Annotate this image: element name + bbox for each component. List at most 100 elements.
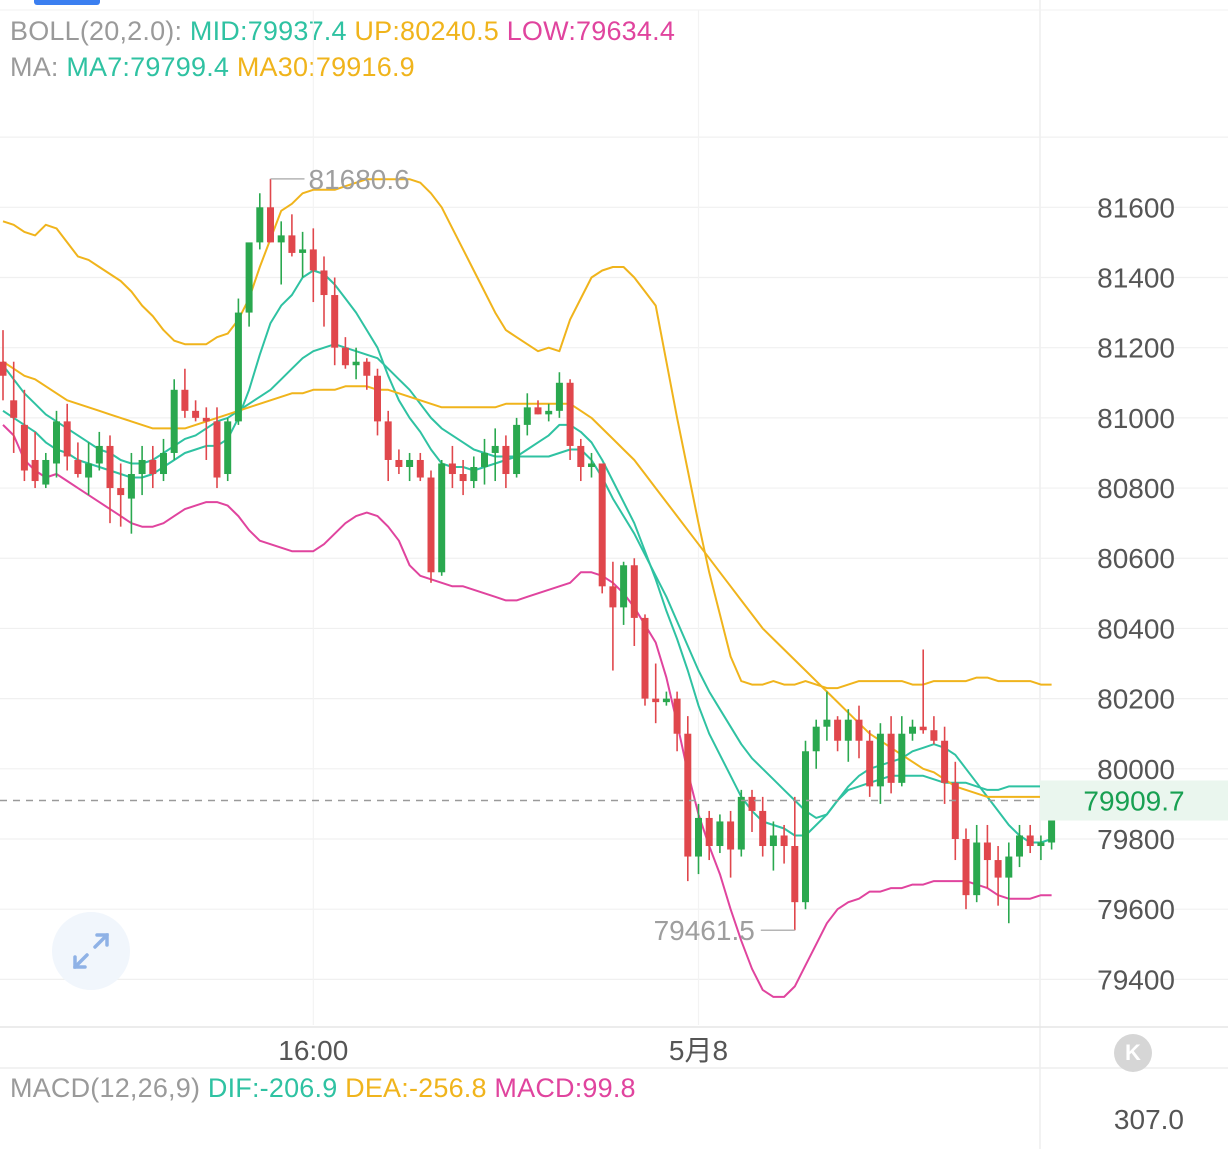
candle-body <box>245 242 253 313</box>
candle-body <box>1026 835 1034 847</box>
candle-body <box>0 361 7 376</box>
candle-body <box>1016 835 1023 857</box>
candle-body <box>213 421 221 478</box>
candle-body <box>1048 800 1056 843</box>
candle-body <box>791 846 799 903</box>
expand-chart-button[interactable] <box>52 912 130 990</box>
candle-body <box>973 842 981 896</box>
candle-body <box>812 726 820 752</box>
candle-body <box>588 463 595 467</box>
y-tick-label: 79600 <box>1097 894 1175 925</box>
candle-body <box>170 389 178 453</box>
candle-body <box>438 463 446 573</box>
candle-body <box>10 400 18 418</box>
candle-body <box>769 835 777 847</box>
indicator-lines <box>2 178 1052 998</box>
high-price-label: 81680.6 <box>309 164 410 195</box>
candle-body <box>202 417 210 422</box>
candle-body <box>748 796 756 811</box>
ma-legend-name: MA: <box>10 52 59 82</box>
y-tick-label: 80800 <box>1097 473 1175 504</box>
candle-body <box>662 698 670 703</box>
candle-body <box>823 719 831 727</box>
y-tick-label: 81000 <box>1097 403 1175 434</box>
y-tick-label: 79800 <box>1097 824 1175 855</box>
candle-body <box>909 726 916 734</box>
boll-up-value: UP:80240.5 <box>354 16 500 46</box>
candle-body <box>844 719 852 741</box>
boll-legend-name: BOLL(20,2.0): <box>10 16 183 46</box>
candle-body <box>267 207 274 243</box>
candle-body <box>106 445 114 489</box>
candle-body <box>802 751 809 903</box>
candle-body <box>277 235 285 243</box>
candle-body <box>491 445 499 453</box>
series-line-low <box>2 424 1052 998</box>
candle-body <box>930 730 938 741</box>
candle-body <box>160 452 167 475</box>
candle-body <box>577 445 585 467</box>
candle-body <box>1005 856 1013 878</box>
candle-body <box>256 207 264 243</box>
candle-body <box>502 445 510 475</box>
candle-body <box>737 796 745 850</box>
series-line-up <box>2 178 1052 690</box>
k-button[interactable]: K <box>1114 1034 1152 1072</box>
candle-body <box>63 421 71 457</box>
y-tick-label: 80000 <box>1097 754 1175 785</box>
candle-body <box>42 459 50 485</box>
candle-body <box>181 389 189 411</box>
candle-body <box>363 361 371 376</box>
top-tab-indicator <box>34 0 100 5</box>
boll-mid-value: MID:79937.4 <box>189 16 347 46</box>
y-tick-label: 81400 <box>1097 262 1175 293</box>
y-tick-label: 80600 <box>1097 543 1175 574</box>
candle-body <box>759 810 767 847</box>
candle-body <box>448 463 456 475</box>
candle-body <box>459 474 467 482</box>
candle-body <box>876 733 884 787</box>
macd-legend-name: MACD(12,26,9) <box>10 1073 201 1103</box>
candle-body <box>727 821 735 850</box>
series-line-mid <box>2 343 1052 819</box>
ma7-value: MA7:79799.4 <box>66 52 230 82</box>
candle-body <box>513 424 521 475</box>
low-price-label: 79461.5 <box>654 915 755 946</box>
candle-body <box>855 719 863 741</box>
axis-labels: 81600 81400 81200 81000 80800 80600 80400 80200… <box>0 164 1228 1066</box>
candle-body <box>341 347 349 366</box>
y-tick-label: 81600 <box>1097 192 1175 223</box>
candle-body <box>834 719 842 741</box>
current-price-label: 79909.7 <box>1083 786 1184 817</box>
candle-body <box>395 459 403 467</box>
candle-body <box>416 459 424 478</box>
candle-body <box>598 463 606 587</box>
candle-body <box>74 459 82 475</box>
candle-body <box>780 835 788 847</box>
candle-body <box>641 617 649 699</box>
candle-body <box>117 488 125 496</box>
candle-body <box>887 733 895 783</box>
ma30-value: MA30:79916.9 <box>236 52 415 82</box>
candle-body <box>523 407 531 425</box>
candle-body <box>470 467 478 482</box>
candle-body <box>962 839 970 896</box>
candle-body <box>53 421 60 464</box>
candle-body <box>192 410 200 418</box>
candle-body <box>684 733 692 857</box>
ma-legend: MA: MA7:79799.4 MA30:79916.9 <box>10 52 415 83</box>
candle-body <box>374 375 381 422</box>
macd-macd-value: MACD:99.8 <box>494 1073 636 1103</box>
candle-body <box>427 477 435 573</box>
candle-body <box>630 565 638 618</box>
candle-body <box>994 860 1002 878</box>
candle-body <box>716 821 724 847</box>
x-tick-label: 16:00 <box>278 1035 348 1066</box>
candle-body <box>1037 842 1045 847</box>
candle-body <box>866 740 874 787</box>
boll-legend: BOLL(20,2.0): MID:79937.4 UP:80240.5 LOW… <box>10 16 675 47</box>
candle-body <box>95 445 103 464</box>
candle-body <box>234 312 242 422</box>
